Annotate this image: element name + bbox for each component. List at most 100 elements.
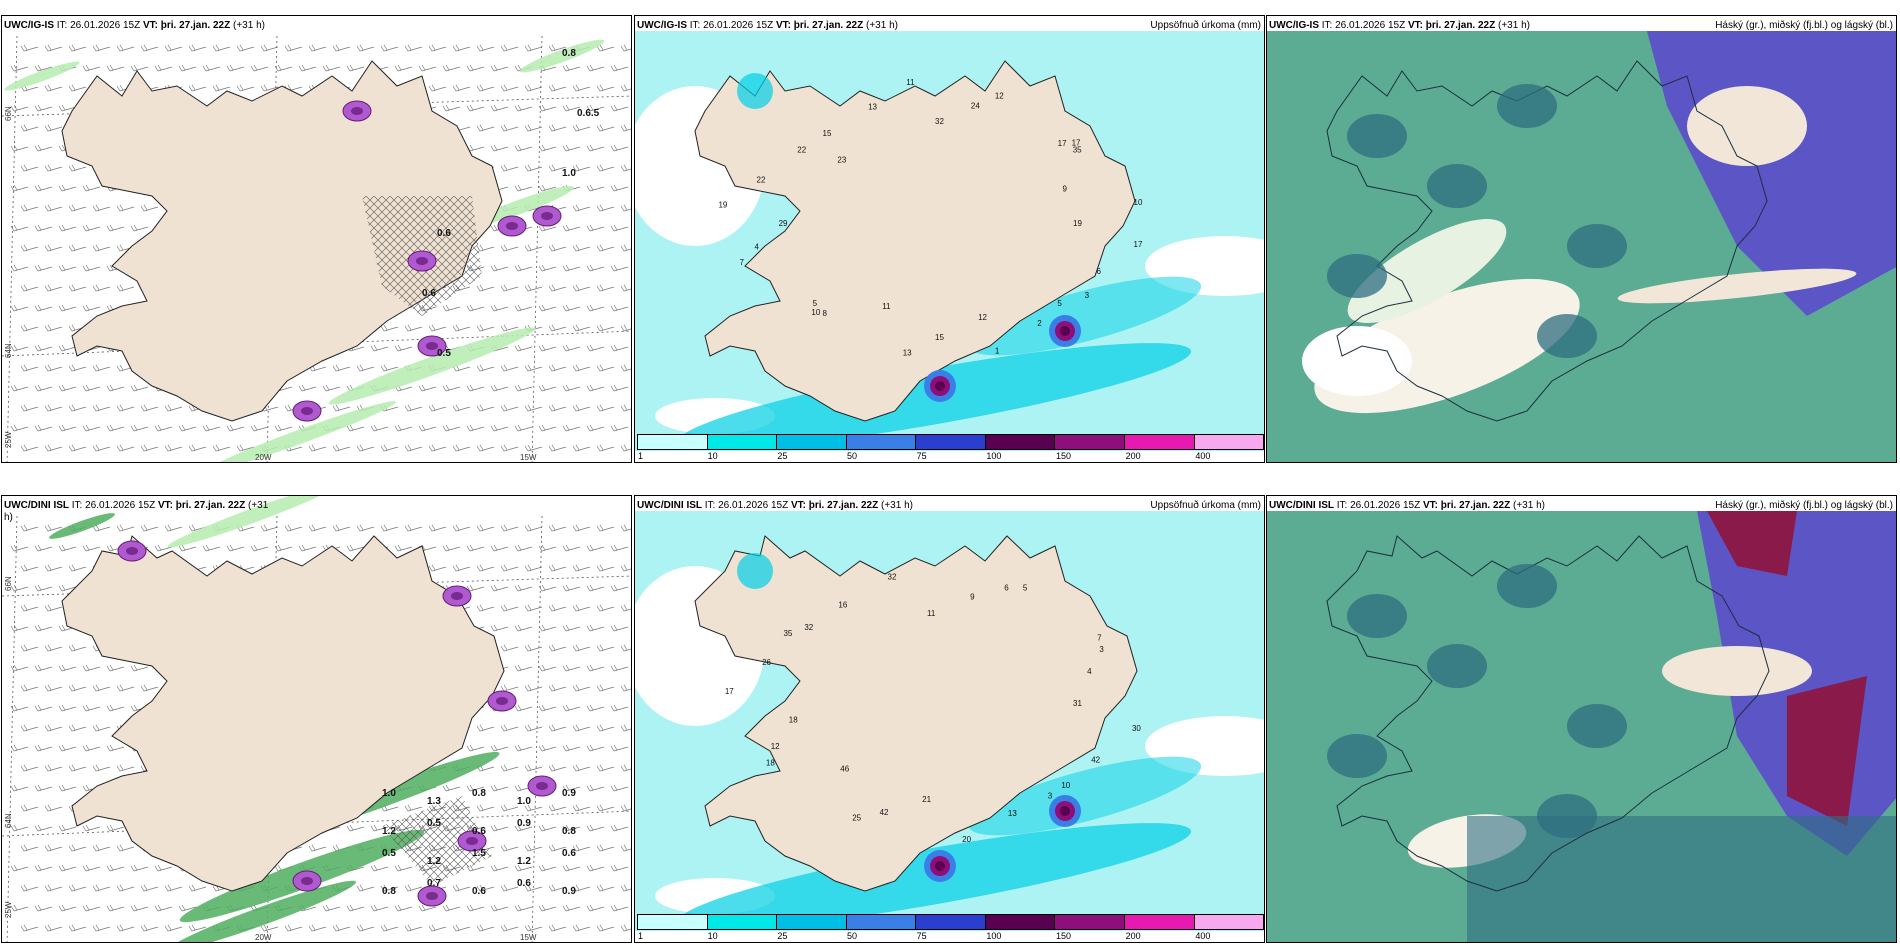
value-label: 1.3 [427, 796, 441, 807]
value-label: 0.6 [472, 826, 486, 837]
precip-maxima [737, 73, 1081, 402]
colorbar-cell [1055, 435, 1125, 449]
lat-label-64: 64N [4, 343, 13, 358]
colorbar: 1 10 25 50 75 100 150 200 400 [637, 914, 1264, 941]
mid-cloud-patches [1327, 564, 1627, 838]
value-label: 42 [880, 808, 889, 817]
value-label: 12 [771, 742, 780, 751]
lat-label-64: 64N [4, 813, 13, 828]
value-label: 0.9 [517, 818, 531, 829]
value-label: 9 [970, 593, 975, 602]
value-label: 0.8 [562, 826, 576, 837]
value-label: 26 [762, 658, 771, 667]
value-label: 12 [995, 92, 1004, 101]
value-labels: 1917653211215131181057429192222231513113… [718, 78, 1143, 358]
value-label: 17 [1134, 240, 1143, 249]
value-label: 9 [1062, 185, 1067, 194]
value-label: 2 [1037, 319, 1042, 328]
iceland-land [61, 535, 505, 892]
value-label: 35 [783, 629, 792, 638]
panel-subtitle: Háský (gr.), miðský (fj.bl.) og lágský (… [1715, 500, 1893, 511]
value-label: 0.5 [382, 848, 396, 859]
colorbar-cell [1124, 915, 1195, 929]
value-label: 1.5 [472, 848, 486, 859]
value-label: 1.2 [427, 856, 441, 867]
colorbar-label: 400 [1195, 451, 1211, 461]
colorbar-cell [707, 915, 778, 929]
value-label: 0.8 [472, 788, 486, 799]
value-label: 11 [882, 302, 891, 311]
value-label: 1.0 [562, 168, 576, 179]
value-label: 6 [1096, 267, 1101, 276]
wind-map: 0.8 0.6.5 1.0 0.6 0.6 0.5 [2, 35, 631, 462]
value-label: 6 [1004, 583, 1009, 592]
precip-maxima [737, 553, 1081, 882]
panel-title: UWC/DINI ISL IT: 26.01.2026 15Z VT: þri.… [1269, 500, 1545, 511]
value-label: 3 [1085, 291, 1090, 300]
lon-label-20: 20W [255, 453, 272, 462]
colorbar: 1 10 25 50 75 100 150 200 400 [637, 434, 1264, 461]
colorbar-label: 1 [638, 451, 644, 461]
value-label: 32 [804, 623, 813, 632]
panel-title: UWC/IG-IS IT: 26.01.2026 15Z VT: þri. 27… [1269, 20, 1530, 31]
colorbar-cell [1055, 915, 1125, 929]
value-labels: 3130423101320214225461812181726323516321… [725, 573, 1142, 844]
value-label: 10 [811, 308, 820, 317]
value-label: 7 [740, 258, 745, 267]
colorbar-label: 75 [916, 451, 927, 461]
panel-title: UWC/DINI ISL IT: 26.01.2026 15Z VT: þri.… [637, 500, 913, 511]
value-label: 18 [789, 716, 798, 725]
value-label: 3 [1048, 792, 1053, 801]
value-label: 17 [1058, 139, 1067, 148]
colorbar-label: 25 [777, 931, 788, 941]
value-label: 16 [838, 600, 847, 609]
value-label: 19 [1073, 219, 1082, 228]
colorbar-label: 100 [986, 451, 1002, 461]
colorbar-label: 400 [1195, 931, 1211, 941]
value-label: 42 [1091, 756, 1100, 765]
value-label: 1.0 [382, 788, 396, 799]
value-label: 20 [962, 835, 971, 844]
panel-row2-wind: UWC/DINI ISL IT: 26.01.2026 15Z VT: þri.… [1, 495, 632, 943]
lon-label-15: 15W [520, 933, 537, 942]
precip-blobs [117, 540, 557, 907]
value-label: 1.2 [382, 826, 396, 837]
lon-label-25: 25W [4, 431, 13, 448]
lon-label-20: 20W [255, 933, 272, 942]
colorbar-label: 150 [1056, 451, 1072, 461]
panel-title: UWC/DINI ISL IT: 26.01.2026 15Z VT: þri.… [4, 500, 269, 523]
value-label: 0.5 [437, 348, 451, 359]
value-label: 1.0 [517, 796, 531, 807]
value-label: 3 [1099, 645, 1104, 654]
colorbar-cell [707, 435, 778, 449]
precip-map: 3130423101320214225461812181726323516321… [635, 511, 1264, 931]
lon-label-15: 15W [520, 453, 537, 462]
precip-blobs [292, 100, 562, 422]
value-label: 21 [922, 795, 931, 804]
panel-subtitle: Uppsöfnuð úrkoma (mm) [1150, 20, 1261, 31]
value-label: 5 [1023, 583, 1028, 592]
colorbar-cell [985, 915, 1056, 929]
value-label: 4 [755, 242, 760, 251]
value-label: 11 [927, 609, 936, 618]
value-label: 31 [1073, 699, 1082, 708]
colorbar-cell [916, 435, 986, 449]
mid-cloud-patches [1327, 84, 1627, 358]
lon-label-25: 25W [4, 901, 13, 918]
precip-map: 1917653211215131181057429192222231513113… [635, 31, 1264, 451]
value-label: 0.6.5 [577, 108, 600, 119]
panel-row1-cloud: UWC/IG-IS IT: 26.01.2026 15Z VT: þri. 27… [1266, 15, 1897, 463]
value-label: 24 [971, 101, 980, 110]
value-label: 0.6 [437, 228, 451, 239]
value-label: 0.9 [562, 886, 576, 897]
cloud-layers [1302, 31, 1896, 414]
colorbar-cell [777, 435, 847, 449]
panel-subtitle: Háský (gr.), miðský (fj.bl.) og lágský (… [1715, 20, 1893, 31]
value-label: 19 [718, 200, 727, 209]
colorbar-cell [1194, 435, 1264, 449]
value-label: 13 [903, 348, 912, 357]
colorbar-label: 10 [707, 451, 718, 461]
value-label: 30 [1132, 724, 1141, 733]
value-label: 0.9 [562, 788, 576, 799]
value-label: 17 [1072, 138, 1081, 147]
